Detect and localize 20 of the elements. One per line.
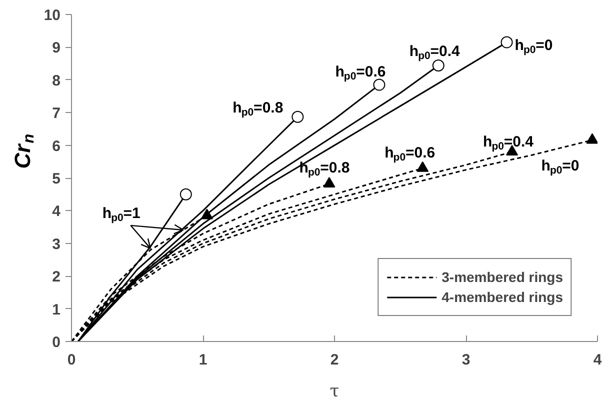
y-tick-label: 7 xyxy=(52,105,60,122)
y-tick-label: 10 xyxy=(44,7,61,24)
y-tick-label: 0 xyxy=(52,334,60,351)
x-tick-label: 4 xyxy=(593,352,602,368)
legend-label: 4-membered rings xyxy=(442,289,563,305)
y-tick-label: 3 xyxy=(52,236,60,253)
y-tick-label: 8 xyxy=(52,72,60,90)
x-tick-label: 1 xyxy=(198,352,208,368)
y-axis-title: Crn xyxy=(10,134,38,169)
x-tick-label: 3 xyxy=(462,352,470,368)
y-tick-label: 9 xyxy=(52,40,60,57)
y-tick-label: 2 xyxy=(52,268,60,286)
y-tick-label: 4 xyxy=(52,203,62,220)
x-tick-label: 2 xyxy=(330,352,339,368)
y-tick-label: 5 xyxy=(52,170,60,188)
x-axis-title: τ xyxy=(330,382,340,402)
legend-label: 3-membered rings xyxy=(442,269,563,285)
y-tick-label: 1 xyxy=(52,301,60,318)
x-tick-label: 0 xyxy=(67,352,76,368)
y-tick-label: 6 xyxy=(52,138,60,155)
